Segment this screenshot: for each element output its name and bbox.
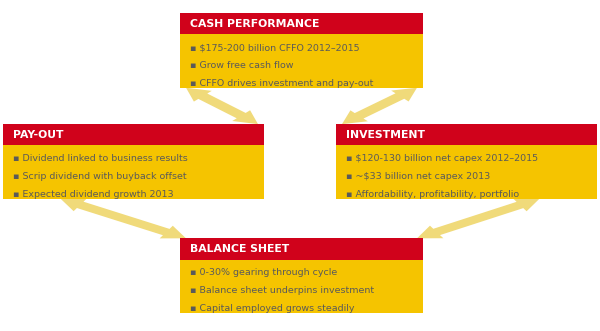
Text: BALANCE SHEET: BALANCE SHEET — [190, 244, 289, 254]
Polygon shape — [417, 199, 539, 238]
Polygon shape — [186, 88, 258, 124]
Text: ▪ Balance sheet underpins investment: ▪ Balance sheet underpins investment — [190, 286, 374, 295]
Text: ▪ 0-30% gearing through cycle: ▪ 0-30% gearing through cycle — [190, 268, 337, 277]
Text: ▪ CFFO drives investment and pay-out: ▪ CFFO drives investment and pay-out — [190, 79, 373, 88]
Text: ▪ Expected dividend growth 2013: ▪ Expected dividend growth 2013 — [13, 190, 174, 199]
Text: INVESTMENT: INVESTMENT — [346, 130, 425, 140]
Text: ▪ Capital employed grows steadily: ▪ Capital employed grows steadily — [190, 304, 354, 313]
Text: ▪ $120-130 billion net capex 2012–2015: ▪ $120-130 billion net capex 2012–2015 — [346, 154, 539, 163]
Text: CASH PERFORMANCE: CASH PERFORMANCE — [190, 19, 319, 29]
FancyBboxPatch shape — [3, 124, 264, 145]
Text: ▪ Grow free cash flow: ▪ Grow free cash flow — [190, 61, 293, 70]
FancyBboxPatch shape — [180, 13, 423, 34]
FancyBboxPatch shape — [180, 34, 423, 88]
Text: ▪ Affordability, profitability, portfolio: ▪ Affordability, profitability, portfoli… — [346, 190, 520, 199]
Polygon shape — [61, 199, 186, 238]
Text: PAY-OUT: PAY-OUT — [13, 130, 64, 140]
FancyBboxPatch shape — [180, 238, 423, 260]
Text: ▪ Scrip dividend with buyback offset: ▪ Scrip dividend with buyback offset — [13, 172, 187, 181]
Text: ▪ $175-200 billion CFFO 2012–2015: ▪ $175-200 billion CFFO 2012–2015 — [190, 43, 359, 52]
Polygon shape — [342, 88, 417, 124]
Text: ▪ ~$33 billion net capex 2013: ▪ ~$33 billion net capex 2013 — [346, 172, 491, 181]
FancyBboxPatch shape — [3, 145, 264, 199]
FancyBboxPatch shape — [336, 145, 597, 199]
FancyBboxPatch shape — [180, 260, 423, 313]
FancyBboxPatch shape — [336, 124, 597, 145]
Text: ▪ Dividend linked to business results: ▪ Dividend linked to business results — [13, 154, 188, 163]
